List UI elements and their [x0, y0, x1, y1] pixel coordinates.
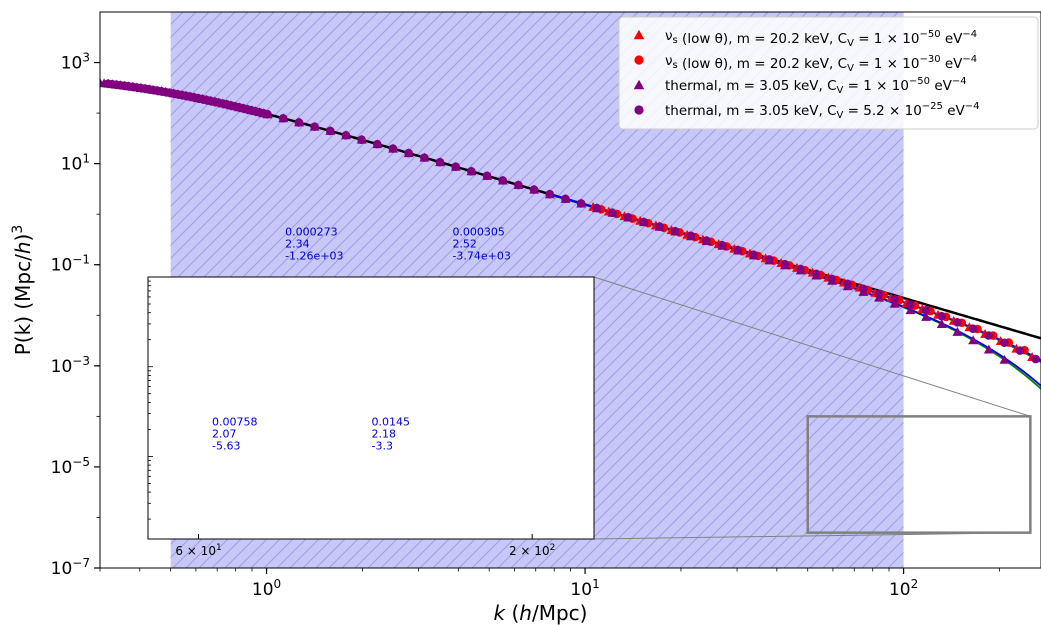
- inset-background: [147, 276, 595, 540]
- series-3-point-74: [811, 269, 821, 279]
- series-3-point-62: [623, 212, 633, 222]
- series-3-point-56: [529, 185, 539, 194]
- series-3-point-82: [937, 311, 946, 321]
- y-tick-label-1: 101: [61, 152, 90, 175]
- series-3-point-67: [702, 236, 711, 245]
- inset-plot: 0.000273 2.34 -1.26e+03 0.000305 2.52 -3.74e+…: [147, 17, 595, 558]
- series-2-point-85: [952, 326, 963, 336]
- series-3-point-79: [890, 294, 899, 304]
- series-3-point-68: [717, 240, 727, 250]
- series-3-point-50: [435, 157, 445, 167]
- legend-marker-3: [634, 105, 644, 115]
- series-3-point-52: [467, 166, 476, 176]
- series-3-point-55: [514, 180, 523, 190]
- zoom-connector-top: [593, 276, 1031, 417]
- legend: νs (low θ), m = 20.2 keV, CV = 1 × 10−50…: [618, 16, 1039, 130]
- series-3-point-41: [294, 118, 304, 127]
- inset-series-2-point-76: [160, 22, 170, 31]
- inset-series-0-point-14: [153, 17, 163, 26]
- series-3-point-76: [843, 279, 852, 289]
- series-3-point-57: [545, 189, 555, 199]
- zoom-connector-bottom: [593, 532, 1031, 540]
- series-3-point-49: [420, 153, 429, 162]
- series-3-point-78: [874, 289, 884, 299]
- inset-annotation-3: 0.0145 2.18 -3.3: [371, 416, 410, 453]
- series-3-point-51: [451, 162, 460, 172]
- y-tick-label-3: 10−3: [51, 354, 90, 377]
- y-tick-label-0: 103: [61, 51, 90, 74]
- legend-label-0: νs (low θ), m = 20.2 keV, CV = 1 × 10−50…: [665, 28, 977, 49]
- legend-marker-2: [633, 79, 645, 90]
- legend-label-1: νs (low θ), m = 20.2 keV, CV = 1 × 10−30…: [665, 53, 977, 74]
- series-3-point-53: [482, 171, 492, 181]
- series-3-point-65: [670, 226, 680, 236]
- series-3-point-47: [388, 144, 398, 153]
- series-3-point-80: [905, 300, 915, 310]
- series-3-point-86: [1000, 338, 1009, 348]
- legend-marker-0: [633, 29, 645, 40]
- inset-annotation-2: 0.00758 2.07 -5.63: [212, 416, 258, 453]
- series-3-point-59: [576, 199, 586, 208]
- series-3-point-71: [764, 255, 774, 264]
- series-3-point-45: [357, 135, 366, 144]
- series-3-point-72: [780, 259, 790, 269]
- series-3-point-64: [655, 222, 664, 231]
- series-3-point-69: [733, 245, 743, 255]
- series-2-point-84: [936, 319, 947, 329]
- zoom-box: [593, 276, 1032, 540]
- series-3-point-81: [921, 306, 931, 315]
- series-3-point-44: [341, 130, 351, 140]
- series-3-point-77: [858, 284, 868, 294]
- series-3-point-61: [608, 208, 617, 217]
- inset-annotations: 0.000273 2.34 -1.26e+03 0.000305 2.52 -3.74e+…: [212, 226, 511, 453]
- series-3-point-87: [1015, 346, 1025, 355]
- series-3-point-66: [686, 231, 696, 241]
- inset-x-tick-label-1: 2 × 102: [509, 543, 555, 558]
- series-2-point-83: [921, 311, 932, 321]
- series-3-point-39: [263, 109, 272, 119]
- y-tick-label-5: 10−7: [51, 556, 90, 579]
- series-3-point-84: [968, 324, 978, 333]
- y-tick-label-2: 10−1: [51, 253, 90, 276]
- series-3-point-40: [278, 113, 288, 123]
- series-3-point-85: [984, 331, 993, 340]
- inset-annotation-1: 0.000305 2.52 -3.74e+03: [452, 226, 510, 263]
- x-tick-label-0: 100: [252, 577, 281, 600]
- axes: 100 101 102 103 101 10−1 10−3 10−5 10−7 k (h/Mpc)…: [10, 51, 1000, 625]
- series-3-point-70: [749, 250, 758, 259]
- x-tick-label-1: 101: [570, 577, 599, 600]
- series-3-point-43: [325, 126, 335, 136]
- series-2-point-86: [968, 335, 979, 345]
- series-3-point-83: [953, 317, 962, 327]
- series-2-point-82: [905, 305, 916, 315]
- x-tick-label-2: 102: [889, 577, 918, 600]
- series-3-point-42: [310, 122, 319, 131]
- inset-x-tick-label-0: 6 × 101: [175, 543, 221, 558]
- series-3-point-63: [639, 217, 649, 227]
- x-axis-title: k (h/Mpc): [494, 601, 588, 625]
- legend-box: [618, 16, 1039, 130]
- series-3-point-46: [372, 139, 382, 149]
- series-3-point-48: [404, 148, 413, 158]
- inset-series-3-point-74: [161, 20, 170, 29]
- series-3-point-54: [498, 176, 507, 185]
- series-3-point-58: [561, 194, 570, 204]
- legend-label-3: thermal, m = 3.05 keV, CV = 5.2 × 10−25 …: [665, 101, 980, 121]
- legend-label-2: thermal, m = 3.05 keV, CV = 1 × 10−50 eV…: [665, 76, 967, 96]
- series-3-point-60: [592, 203, 602, 213]
- series-2-point-87: [983, 344, 994, 354]
- inset-annotation-0: 0.000273 2.34 -1.26e+03: [285, 226, 343, 263]
- series-3-point-73: [796, 264, 805, 274]
- legend-marker-1: [634, 55, 644, 65]
- series-2-point-88: [999, 354, 1010, 364]
- inset-ticks: 6 × 101 2 × 102: [148, 276, 555, 558]
- data-markers-layer: [100, 77, 1041, 364]
- y-tick-label-4: 10−5: [51, 455, 90, 478]
- series-3-point-75: [827, 274, 837, 284]
- series-3-point-88: [1031, 354, 1041, 364]
- y-axis-title: P(k) (Mpc/h)3: [10, 225, 35, 356]
- zoom-box-rect: [806, 415, 1032, 534]
